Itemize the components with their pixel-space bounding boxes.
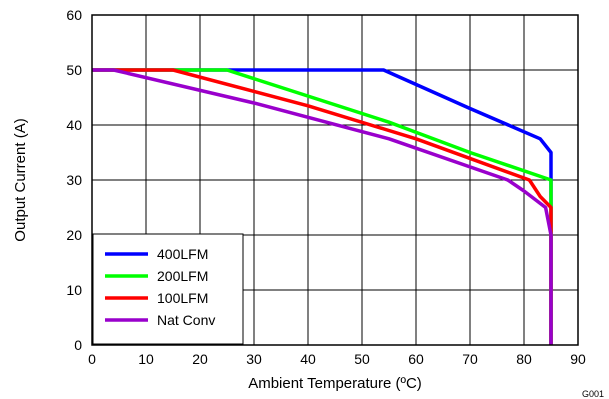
plot-frame (91, 14, 579, 346)
series-line-nat-conv (92, 68, 553, 345)
legend-label: Nat Conv (157, 312, 215, 328)
y-tick-label: 20 (66, 227, 82, 243)
series-lines (92, 68, 553, 345)
x-axis-title: Ambient Temperature (ºC) (248, 375, 422, 392)
y-tick-labels: 0 10 20 30 40 50 60 (66, 7, 82, 353)
x-tick-label: 30 (246, 351, 262, 367)
x-tick-label: 40 (300, 351, 316, 367)
x-tick-label: 10 (138, 351, 154, 367)
y-tick-label: 40 (66, 117, 82, 133)
series-line-100lfm (92, 68, 553, 345)
x-tick-label: 0 (88, 351, 96, 367)
x-tick-label: 90 (570, 351, 586, 367)
figure-id: G001 (582, 389, 604, 399)
x-tick-label: 20 (192, 351, 208, 367)
x-tick-label: 60 (408, 351, 424, 367)
legend-label: 200LFM (157, 268, 208, 284)
x-tick-labels: 0 10 20 30 40 50 60 70 80 90 (88, 351, 586, 367)
y-tick-label: 0 (74, 337, 82, 353)
legend-box (92, 233, 244, 345)
x-tick-label: 70 (462, 351, 478, 367)
legend: 400LFM 200LFM 100LFM Nat Conv (92, 233, 244, 345)
x-tick-label: 50 (354, 351, 370, 367)
y-tick-label: 10 (66, 282, 82, 298)
y-tick-label: 60 (66, 7, 82, 23)
y-tick-label: 50 (66, 62, 82, 78)
y-tick-label: 30 (66, 172, 82, 188)
legend-label: 400LFM (157, 246, 208, 262)
legend-label: 100LFM (157, 290, 208, 306)
x-tick-label: 80 (516, 351, 532, 367)
y-axis-title: Output Current (A) (12, 118, 29, 241)
